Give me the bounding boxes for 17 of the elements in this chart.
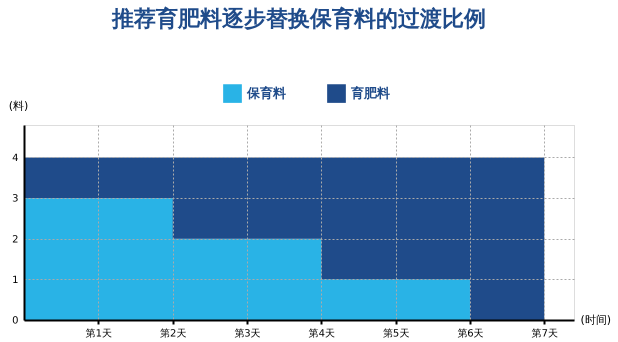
y-tick-label: 3 [12,194,18,205]
y-tick-label: 0 [12,316,18,326]
y-axis-title: (料) [8,100,28,112]
y-tick-label: 2 [12,234,18,246]
x-tick-label: 第1天 [86,328,112,340]
x-tick-label: 第7天 [532,328,558,340]
chart-title: 推荐育肥料逐步替换保育料的过渡比例 [111,6,486,32]
legend-label: 育肥料 [350,86,390,102]
y-tick-label: 4 [12,153,18,164]
x-tick-label: 第6天 [457,328,484,340]
x-tick-label: 第3天 [234,328,261,340]
legend-label: 保育料 [246,86,286,102]
x-tick-label: 第4天 [308,328,335,340]
x-axis-title: (时间) [580,314,612,326]
y-tick-label: 1 [12,274,18,286]
x-tick-label: 第2天 [160,328,186,340]
x-tick-label: 第5天 [382,328,410,340]
